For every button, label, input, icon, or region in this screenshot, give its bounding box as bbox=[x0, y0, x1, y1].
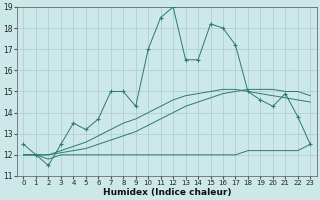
X-axis label: Humidex (Indice chaleur): Humidex (Indice chaleur) bbox=[103, 188, 231, 197]
